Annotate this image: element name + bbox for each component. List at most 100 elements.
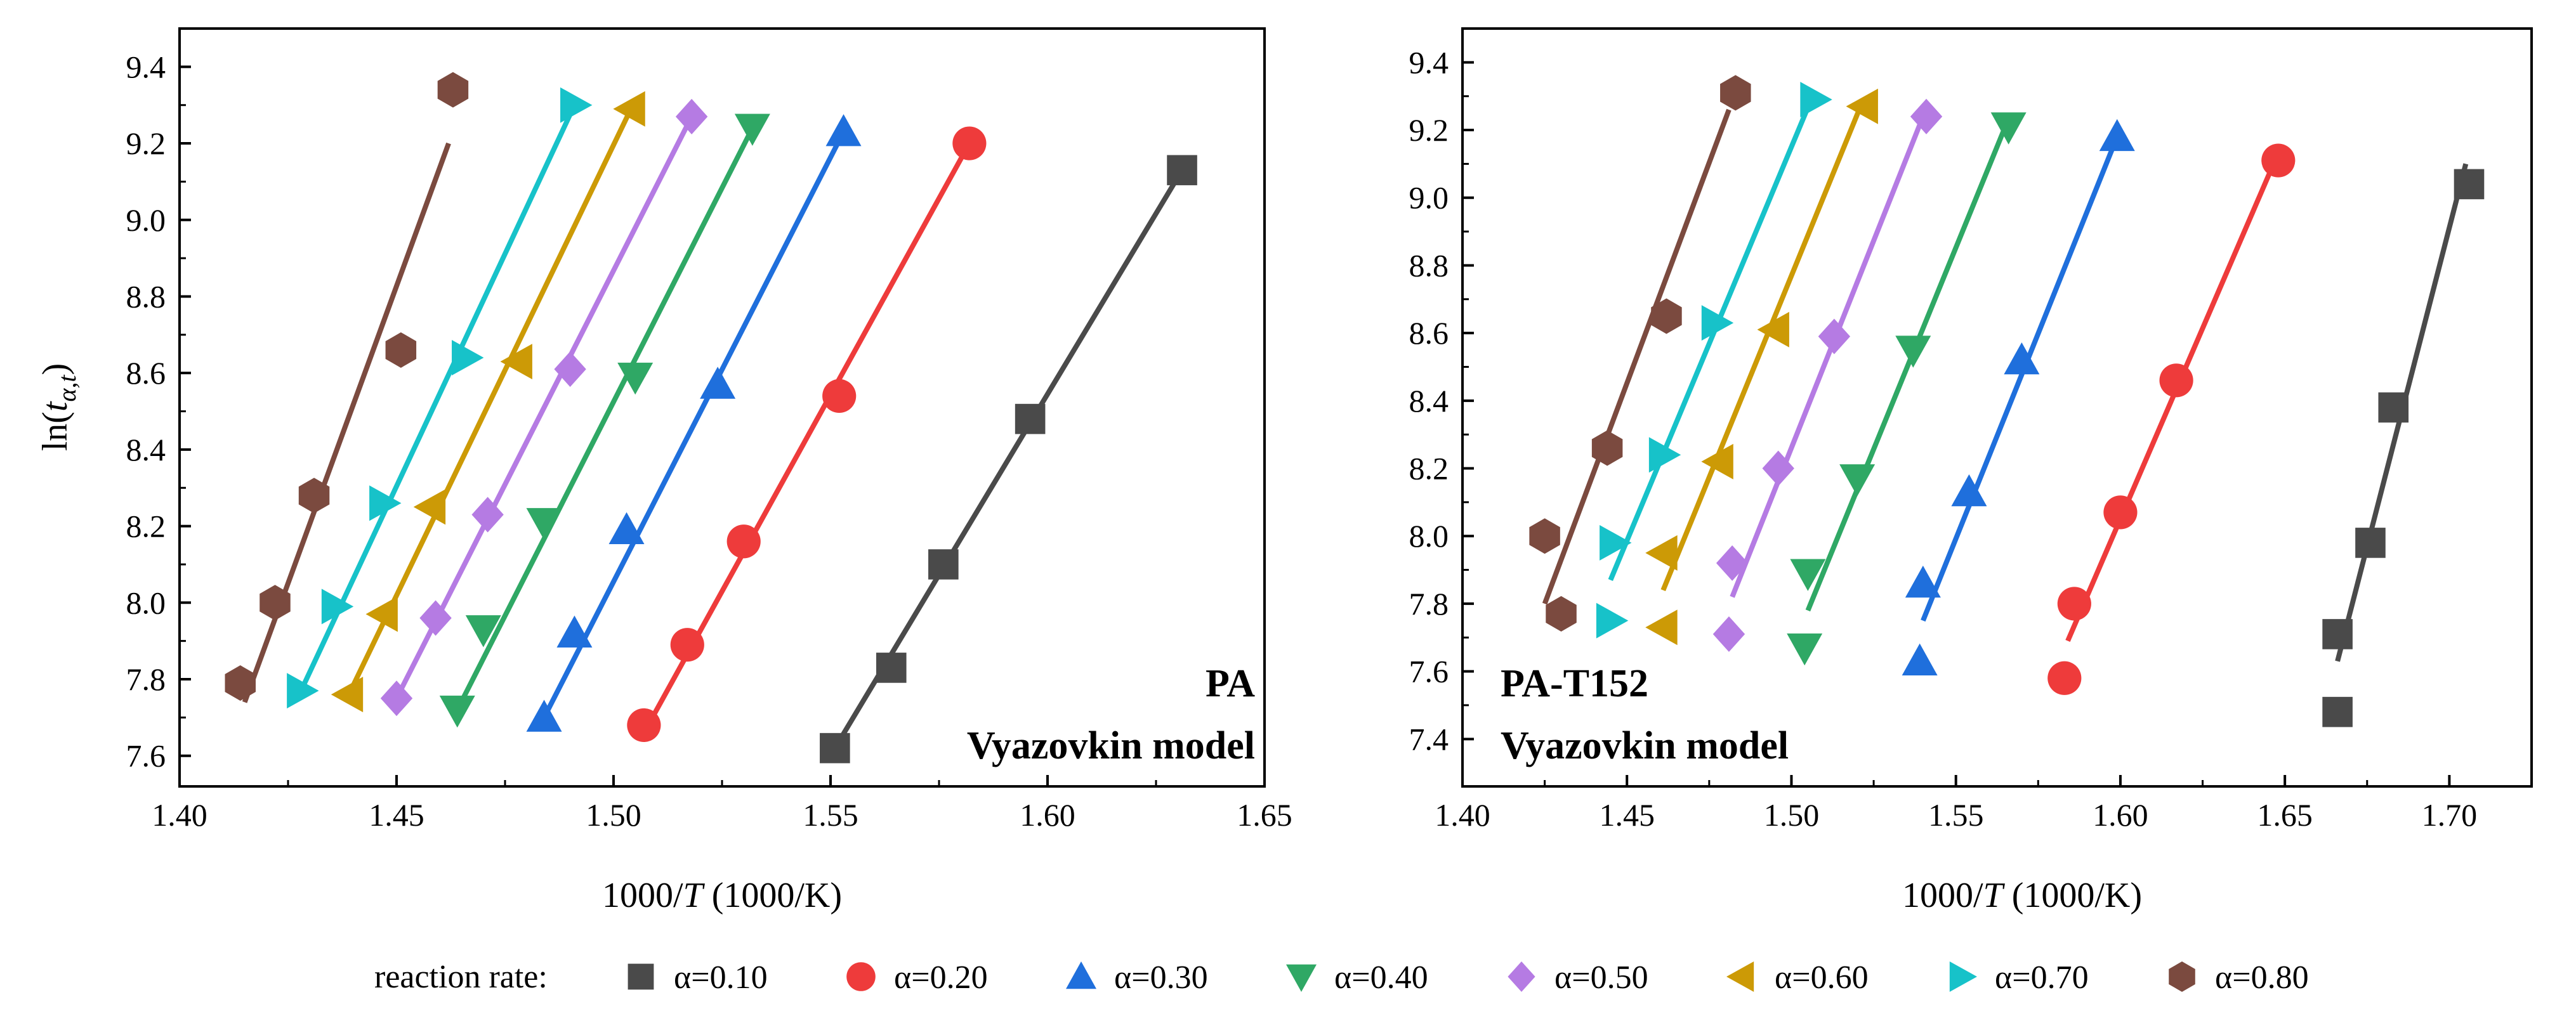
data-point bbox=[670, 628, 704, 662]
data-point bbox=[1839, 464, 1876, 497]
data-point bbox=[1902, 643, 1938, 676]
y-tick-label: 8.2 bbox=[126, 509, 166, 544]
data-point bbox=[471, 497, 504, 533]
legend-marker bbox=[1286, 964, 1317, 992]
y-tick-label: 8.0 bbox=[1409, 518, 1449, 554]
y-tick-label: 8.2 bbox=[1409, 451, 1449, 486]
data-point bbox=[2261, 143, 2296, 178]
data-point bbox=[675, 98, 708, 134]
legend-label: α=0.20 bbox=[894, 960, 988, 996]
fit-line bbox=[832, 169, 1185, 750]
data-point bbox=[726, 524, 761, 559]
data-point bbox=[613, 91, 645, 127]
x-tick-label: 1.45 bbox=[1599, 797, 1655, 833]
x-tick-label: 1.40 bbox=[152, 797, 207, 833]
fit-line bbox=[541, 131, 846, 719]
y-tick-label: 9.0 bbox=[1409, 180, 1449, 216]
model-label-pa-t152: Vyazovkin model bbox=[1501, 724, 1789, 767]
data-point bbox=[1895, 335, 1931, 368]
data-point bbox=[465, 615, 501, 648]
y-tick-label: 7.6 bbox=[126, 738, 166, 774]
fit-line bbox=[1730, 115, 1926, 598]
data-point bbox=[2355, 528, 2386, 558]
data-point bbox=[734, 114, 770, 146]
legend: reaction rate: α=0.10 α=0.20 α=0.30 α=0.40 α… bbox=[374, 959, 2309, 996]
x-axis-title-pa: 1000/T (1000/K) bbox=[602, 876, 842, 915]
y-axis-title: ln(tα,t) bbox=[36, 363, 81, 452]
y-tick-label: 8.4 bbox=[126, 432, 166, 467]
data-point bbox=[2057, 587, 2091, 621]
x-tick-label: 1.55 bbox=[803, 797, 858, 833]
data-point bbox=[331, 677, 364, 713]
panel-pa: 1.40 1.45 1.50 1.55 1.60 1.65 7.6 7.8 8.0 8.2 8.4… bbox=[36, 27, 1292, 915]
y-axis-pa-t152: 7.4 7.6 7.8 8.0 8.2 8.4 8.6 8.8 9.0 9.2 9.4 bbox=[1409, 44, 1474, 757]
y-tick-label: 7.8 bbox=[126, 661, 166, 697]
data-point bbox=[952, 126, 987, 160]
x-axis-title-pa-t152: 1000/T (1000/K) bbox=[1902, 876, 2142, 915]
fit-line bbox=[1805, 126, 2008, 612]
legend-label: α=0.80 bbox=[2215, 960, 2309, 996]
legend-marker bbox=[1508, 961, 1535, 992]
data-point bbox=[556, 615, 593, 648]
fit-line bbox=[394, 115, 694, 700]
y-tick-label: 8.8 bbox=[1409, 247, 1449, 283]
y-tick-label: 7.8 bbox=[1409, 586, 1449, 622]
data-point bbox=[928, 549, 959, 580]
legend-label: α=0.70 bbox=[1995, 960, 2089, 996]
data-point bbox=[2159, 363, 2193, 398]
legend-marker bbox=[846, 962, 876, 991]
data-point bbox=[1790, 559, 1826, 591]
x-tick-label: 1.65 bbox=[2257, 797, 2313, 833]
x-tick-label: 1.45 bbox=[369, 797, 424, 833]
data-point bbox=[287, 673, 319, 709]
data-point bbox=[385, 332, 417, 368]
data-point bbox=[2322, 619, 2353, 649]
data-point bbox=[1720, 75, 1751, 111]
fit-line bbox=[298, 104, 577, 692]
data-point bbox=[369, 485, 402, 521]
y-tick-label: 9.0 bbox=[126, 202, 166, 238]
legend-marker bbox=[1949, 961, 1977, 992]
data-point bbox=[700, 367, 736, 399]
data-point bbox=[1015, 403, 1046, 434]
legend-marker bbox=[1066, 961, 1096, 989]
fit-line bbox=[1542, 108, 1732, 605]
legend-label: α=0.40 bbox=[1334, 960, 1428, 996]
y-tick-label: 9.2 bbox=[1409, 112, 1449, 148]
data-point bbox=[439, 695, 475, 728]
data-point bbox=[1645, 535, 1678, 571]
data-point bbox=[452, 340, 484, 376]
fit-line bbox=[1921, 136, 2120, 622]
data-point bbox=[1648, 437, 1681, 473]
data-point bbox=[413, 489, 446, 525]
panel-pa-t152: 1.40 1.45 1.50 1.55 1.60 1.65 1.70 7.4 7.6 7.8 8.… bbox=[1409, 27, 2533, 915]
data-point bbox=[1701, 305, 1734, 341]
data-point bbox=[1600, 524, 1632, 561]
data-point bbox=[1546, 596, 1577, 632]
data-point bbox=[825, 114, 862, 146]
data-point bbox=[260, 585, 291, 621]
data-point bbox=[1701, 443, 1733, 479]
legend-label: α=0.10 bbox=[674, 960, 768, 996]
data-point bbox=[1596, 602, 1629, 639]
data-point bbox=[526, 700, 562, 732]
data-point bbox=[2099, 119, 2135, 152]
panel-label-pa: PA bbox=[1206, 662, 1255, 705]
x-tick-label: 1.50 bbox=[586, 797, 641, 833]
data-point bbox=[1529, 518, 1560, 554]
legend-marker bbox=[2169, 961, 2195, 992]
legend-marker bbox=[1726, 961, 1754, 992]
data-point bbox=[365, 596, 398, 632]
legend-label: α=0.30 bbox=[1114, 960, 1208, 996]
panel-label-pa-t152: PA-T152 bbox=[1501, 662, 1648, 705]
model-label-pa: Vyazovkin model bbox=[967, 724, 1255, 767]
data-point bbox=[608, 512, 645, 545]
data-point bbox=[1905, 565, 1941, 598]
data-points-pa bbox=[225, 72, 1197, 764]
data-point bbox=[298, 478, 330, 514]
y-tick-label: 9.2 bbox=[126, 126, 166, 161]
data-point bbox=[2103, 495, 2138, 530]
data-point bbox=[526, 508, 562, 540]
data-point bbox=[1951, 474, 1987, 507]
